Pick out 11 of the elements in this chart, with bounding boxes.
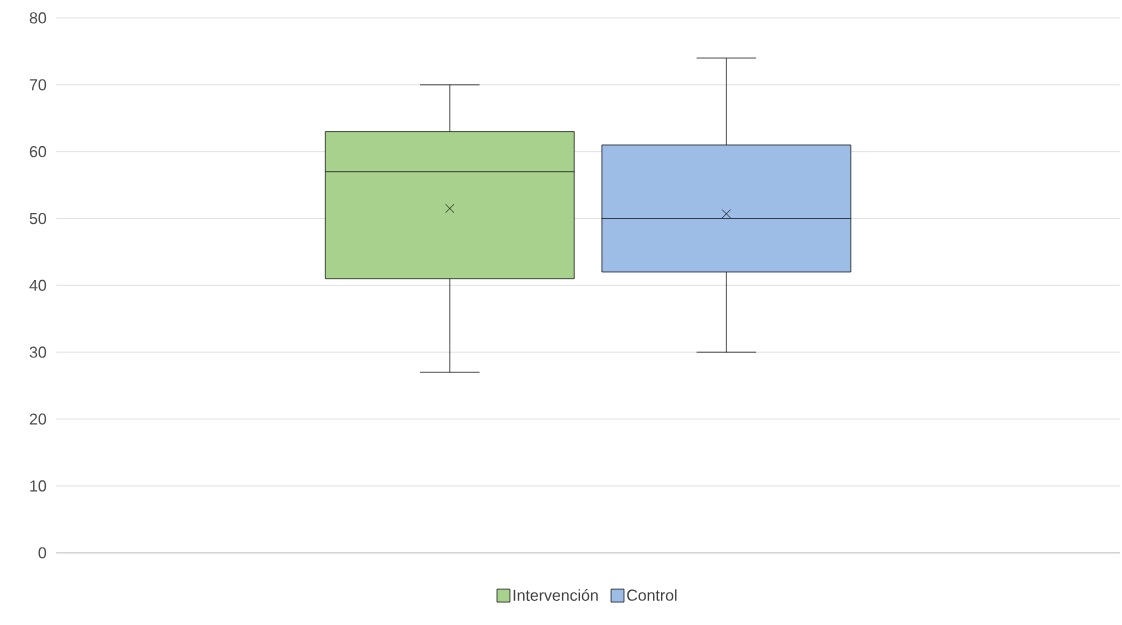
y-tick-label: 40 (29, 279, 47, 292)
y-tick-label: 50 (29, 213, 47, 225)
y-tick-label: 20 (29, 413, 47, 425)
y-tick-label: 10 (30, 480, 47, 492)
y-tick-label: 70 (29, 79, 47, 91)
legend-label: Control (627, 589, 677, 602)
y-tick-label: 30 (29, 346, 47, 359)
y-tick-label: 0 (38, 547, 47, 559)
y-tick-label: 60 (29, 146, 47, 158)
legend-label: Intervención (513, 589, 598, 602)
y-tick-label: 80 (29, 12, 47, 24)
